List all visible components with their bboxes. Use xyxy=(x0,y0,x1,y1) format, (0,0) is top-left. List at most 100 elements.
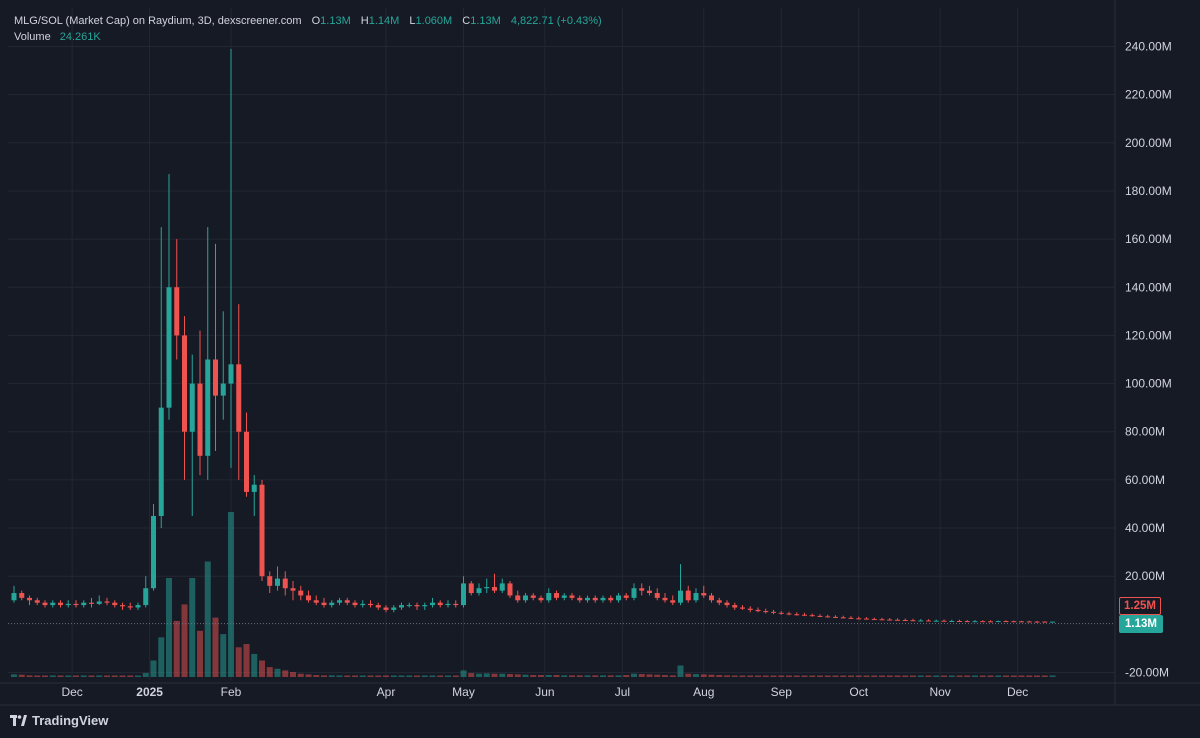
candle-body xyxy=(585,597,590,601)
grid-lines xyxy=(0,0,1200,706)
volume-bar xyxy=(42,675,48,677)
volume-bar xyxy=(1010,675,1017,677)
volume-header: Volume 24.261K xyxy=(14,31,101,43)
candle-body xyxy=(251,484,257,492)
candle-body xyxy=(647,590,652,594)
volume-bar xyxy=(832,675,839,677)
candle-body xyxy=(763,611,769,613)
candle-body xyxy=(174,287,180,336)
volume-bar xyxy=(987,675,994,677)
volume-bar xyxy=(359,675,366,677)
candle-body xyxy=(437,602,443,606)
volume-bar xyxy=(406,675,413,677)
candle-body xyxy=(685,590,691,601)
candle-body xyxy=(468,583,474,594)
high-label: H xyxy=(360,15,369,27)
tradingview-icon xyxy=(10,715,27,726)
volume-bar xyxy=(654,674,661,677)
candle-body xyxy=(670,600,676,603)
y-tick-label: -20.00M xyxy=(1125,666,1169,680)
candle-body xyxy=(794,614,800,616)
open-label: O xyxy=(311,15,321,27)
volume-bar xyxy=(638,674,645,677)
volume-bar xyxy=(576,675,583,677)
candle-body xyxy=(220,383,226,396)
candle-body xyxy=(623,595,629,598)
candle-body xyxy=(662,597,668,601)
candle-body xyxy=(244,431,249,492)
volume-bar xyxy=(266,667,273,677)
volume-bar xyxy=(956,675,963,677)
volume-bar xyxy=(669,675,676,677)
x-tick-label: Feb xyxy=(221,685,242,699)
volume-bar xyxy=(142,673,149,677)
volume-bar xyxy=(972,675,978,677)
candle-body xyxy=(383,607,389,610)
candle-body xyxy=(709,595,714,601)
volume-bar xyxy=(437,675,444,677)
volume-bar xyxy=(793,675,800,677)
volume-bar xyxy=(514,674,521,677)
candle-body xyxy=(375,605,381,608)
volume-bar xyxy=(902,675,909,677)
volume-bar xyxy=(941,675,947,677)
candle-body xyxy=(96,601,102,604)
candle-body xyxy=(306,595,311,601)
y-axis[interactable]: -20.00M 20.00M 40.00M 60.00M 80.00M 100.00M 12… xyxy=(1125,40,1172,680)
candle-body xyxy=(476,588,482,594)
candle-body xyxy=(104,601,110,603)
volume-bar xyxy=(181,604,188,677)
volume-bar xyxy=(840,675,847,677)
volume-bar xyxy=(158,637,165,677)
volume-bar xyxy=(553,675,560,677)
volume-bar xyxy=(398,675,405,677)
x-axis[interactable]: Dec 2025 Feb Apr May Jun Jul Aug Sep Oct Nov Dec xyxy=(61,685,1028,699)
volume-bar xyxy=(328,675,335,677)
candle-body xyxy=(926,620,931,622)
volume-bar xyxy=(352,675,358,677)
candle-body xyxy=(1003,621,1009,623)
volume-bar xyxy=(11,674,17,677)
candle-body xyxy=(616,595,621,601)
candle-body xyxy=(809,615,815,617)
volume-bar xyxy=(243,644,250,677)
volume-bar xyxy=(468,673,475,677)
volume-bar xyxy=(235,647,242,677)
candle-body xyxy=(259,484,265,577)
volume-bar xyxy=(452,675,459,677)
candle-body xyxy=(360,603,366,606)
candle-body xyxy=(406,605,412,607)
candle-body xyxy=(267,576,273,586)
volume-bar xyxy=(855,675,862,677)
volume-bar xyxy=(747,675,754,677)
candle-body xyxy=(840,617,846,619)
volume-label: Volume xyxy=(14,31,51,43)
low-label: L xyxy=(409,15,416,27)
volume-bar xyxy=(995,675,1002,677)
candle-body xyxy=(887,619,893,621)
volume-bar xyxy=(708,674,715,677)
tradingview-logo[interactable]: TradingView xyxy=(10,713,108,728)
candle-body xyxy=(27,597,32,601)
y-tick-label: 20.00M xyxy=(1125,569,1165,583)
y-tick-label: 200.00M xyxy=(1125,136,1172,150)
candle-body xyxy=(112,602,118,606)
y-tick-label: 180.00M xyxy=(1125,184,1172,198)
candle-body xyxy=(344,600,350,603)
candle-body xyxy=(205,359,211,456)
candle-body xyxy=(89,602,94,604)
x-tick-label: Sep xyxy=(771,685,793,699)
candle-body xyxy=(507,583,513,596)
candle-body xyxy=(957,620,962,622)
volume-bar xyxy=(80,675,87,677)
candle-body xyxy=(910,620,916,622)
candle-body xyxy=(918,620,924,622)
volume-bar xyxy=(88,675,95,677)
candle-body xyxy=(213,359,218,396)
volume-bar xyxy=(73,675,79,677)
volume-bar xyxy=(34,675,41,677)
candle-body xyxy=(34,600,40,603)
x-tick-label: 2025 xyxy=(136,685,163,699)
symbol-header: MLG/SOL (Market Cap) on Raydium, 3D, dex… xyxy=(14,15,602,27)
